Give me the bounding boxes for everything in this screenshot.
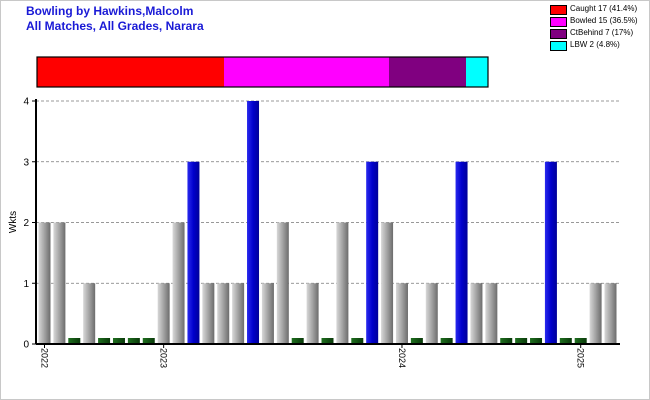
bar-28: [455, 161, 468, 344]
legend-label-lbw: LBW 2 (4.8%): [570, 40, 620, 49]
bar-0: [38, 222, 51, 344]
bar-11: [202, 283, 215, 344]
legend-swatch-ctbehind: [550, 29, 567, 39]
y-tick-label-1: 1: [23, 279, 29, 290]
bar-14: [247, 101, 260, 344]
chart-title: Bowling by Hawkins,Malcolm: [26, 4, 194, 18]
x-tick-labels: 2022 2023 2024 2025: [40, 344, 586, 368]
bar-38: [604, 283, 617, 344]
bar-8: [157, 283, 170, 344]
bar-12: [217, 283, 230, 344]
legend-label-ctbehind: CtBehind 7 (17%): [570, 28, 634, 37]
bar-10: [187, 161, 200, 344]
strip-segment-caught: [37, 57, 224, 87]
bar-31: [500, 338, 513, 344]
bar-24: [395, 283, 408, 344]
bar-16: [276, 222, 289, 344]
bar-21: [351, 338, 364, 344]
strip-segment-lbw: [466, 57, 488, 87]
bar-19: [321, 338, 334, 344]
bar-33: [530, 338, 543, 344]
bar-35: [559, 338, 572, 344]
x-tick-label-2025: 2025: [576, 348, 586, 368]
bars: [38, 101, 617, 344]
y-tick-labels: 0 1 2 3 4: [23, 97, 36, 351]
bar-30: [485, 283, 498, 344]
chart-subtitle: All Matches, All Grades, Narara: [26, 19, 204, 33]
bar-26: [425, 283, 438, 344]
bar-18: [306, 283, 319, 344]
bar-34: [544, 161, 557, 344]
bar-22: [366, 161, 379, 344]
axes: [35, 99, 620, 345]
bar-3: [83, 283, 96, 344]
y-tick-label-2: 2: [23, 218, 29, 229]
bar-15: [261, 283, 274, 344]
y-tick-label-0: 0: [23, 340, 29, 351]
bar-13: [232, 283, 245, 344]
legend-swatch-lbw: [550, 41, 567, 51]
bar-6: [127, 338, 140, 344]
strip-border: [36, 56, 489, 88]
bar-20: [336, 222, 349, 344]
strip-segment-bowled: [224, 57, 389, 87]
legend-swatch-caught: [550, 5, 567, 15]
y-tick-label-4: 4: [23, 97, 29, 108]
bar-5: [112, 338, 125, 344]
bar-2: [68, 338, 81, 344]
bar-25: [410, 338, 423, 344]
x-tick-label-2022: 2022: [40, 348, 50, 368]
strip-segment-ctbehind: [389, 57, 466, 87]
bar-7: [142, 338, 155, 344]
y-axis-label: Wkts: [8, 211, 19, 233]
bar-37: [589, 283, 602, 344]
x-tick-label-2023: 2023: [159, 348, 169, 368]
bar-27: [440, 338, 453, 344]
bar-23: [381, 222, 394, 344]
bar-29: [470, 283, 483, 344]
grid-lines: [36, 100, 620, 284]
y-tick-label-3: 3: [23, 157, 29, 168]
legend-swatch-bowled: [550, 17, 567, 27]
bar-17: [291, 338, 304, 344]
bar-36: [574, 338, 587, 344]
legend-label-bowled: Bowled 15 (36.5%): [570, 16, 638, 25]
x-tick-label-2024: 2024: [397, 348, 407, 368]
dismissal-strip: [36, 56, 489, 88]
bar-32: [515, 338, 528, 344]
bar-1: [53, 222, 66, 344]
legend-label-caught: Caught 17 (41.4%): [570, 4, 638, 13]
bar-9: [172, 222, 185, 344]
bar-4: [98, 338, 111, 344]
